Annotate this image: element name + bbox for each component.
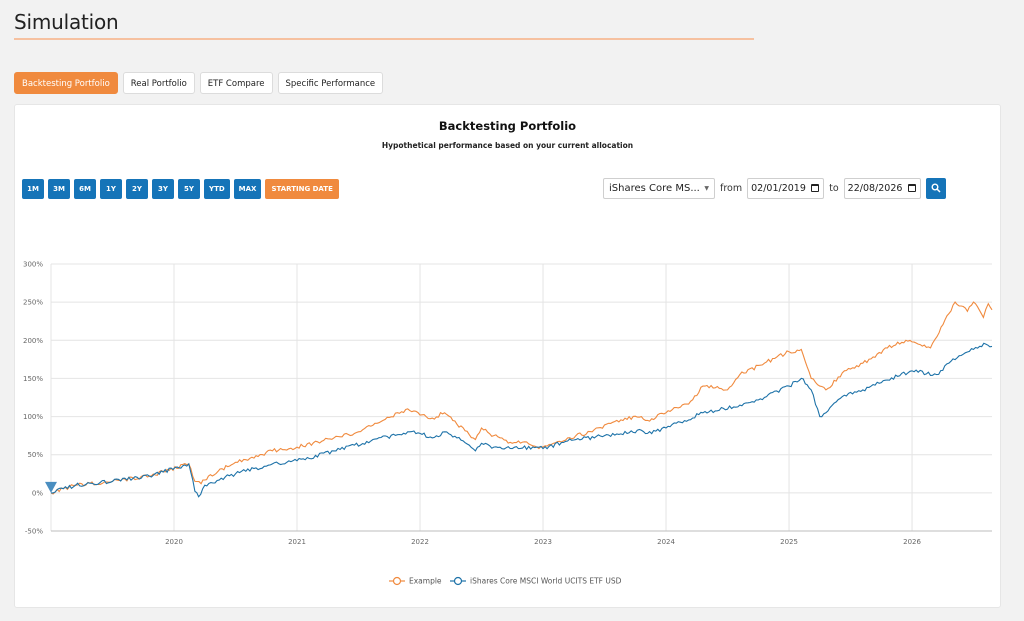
y-tick-label: 0% bbox=[32, 489, 43, 497]
benchmark-select-value: iShares Core MS... bbox=[609, 183, 700, 194]
to-label: to bbox=[829, 183, 839, 194]
backtesting-card: Backtesting Portfolio Hypothetical perfo… bbox=[14, 104, 1001, 608]
y-tick-label: 250% bbox=[23, 299, 43, 307]
search-icon bbox=[931, 183, 941, 193]
x-tick-label: 2022 bbox=[411, 538, 429, 546]
search-button[interactable] bbox=[925, 178, 946, 199]
tab-specific-performance[interactable]: Specific Performance bbox=[277, 72, 384, 94]
card-title: Backtesting Portfolio bbox=[438, 119, 577, 133]
tab-etf-compare[interactable]: ETF Compare bbox=[199, 72, 273, 94]
from-date-input[interactable]: 02/01/2019 bbox=[747, 178, 825, 199]
range-1m-button[interactable]: 1M bbox=[22, 179, 44, 199]
series-line bbox=[51, 342, 993, 498]
range-3y-button[interactable]: 3Y bbox=[152, 179, 174, 199]
y-tick-label: 100% bbox=[23, 413, 43, 421]
tab-bar: Backtesting Portfolio Real Portfolio ETF… bbox=[14, 72, 384, 94]
series-line bbox=[50, 301, 993, 495]
range-max-button[interactable]: MAX bbox=[233, 179, 262, 199]
tab-backtesting-portfolio[interactable]: Backtesting Portfolio bbox=[14, 72, 118, 94]
x-tick-label: 2023 bbox=[534, 538, 552, 546]
tab-real-portfolio[interactable]: Real Portfolio bbox=[122, 72, 195, 94]
y-tick-label: 300% bbox=[23, 261, 43, 269]
y-tick-label: 150% bbox=[23, 375, 43, 383]
range-5y-button[interactable]: 5Y bbox=[178, 179, 200, 199]
x-tick-label: 2025 bbox=[780, 538, 798, 546]
page-title: Simulation bbox=[14, 10, 119, 34]
benchmark-select[interactable]: iShares Core MS... ▼ bbox=[603, 178, 715, 199]
x-tick-label: 2020 bbox=[165, 538, 183, 546]
to-date-input[interactable]: 22/08/2026 bbox=[843, 178, 921, 199]
filter-bar: iShares Core MS... ▼ from 02/01/2019 to … bbox=[603, 178, 946, 199]
range-3m-button[interactable]: 3M bbox=[48, 179, 70, 199]
y-tick-label: -50% bbox=[25, 528, 43, 536]
legend-marker-icon bbox=[453, 576, 463, 586]
card-subtitle: Hypothetical performance based on your c… bbox=[381, 141, 634, 150]
legend-label: iShares Core MSCI World UCITS ETF USD bbox=[470, 577, 622, 586]
to-date-value: 22/08/2026 bbox=[847, 183, 903, 194]
from-label: from bbox=[720, 183, 743, 194]
range-buttons: 1M 3M 6M 1Y 2Y 3Y 5Y YTD MAX STARTING DA… bbox=[22, 179, 339, 199]
title-underline bbox=[14, 38, 754, 40]
legend-label: Example bbox=[409, 577, 442, 586]
from-date-value: 02/01/2019 bbox=[751, 183, 806, 194]
y-tick-label: 50% bbox=[27, 451, 43, 459]
x-tick-label: 2026 bbox=[903, 538, 921, 546]
legend-marker-icon bbox=[392, 576, 402, 586]
performance-line-chart: -50% 0% 50% 100% 150% 200% 250% 300% 2020 2021 202… bbox=[23, 261, 993, 586]
range-1y-button[interactable]: 1Y bbox=[100, 179, 122, 199]
range-2y-button[interactable]: 2Y bbox=[126, 179, 148, 199]
range-ytd-button[interactable]: YTD bbox=[204, 179, 230, 199]
x-tick-label: 2021 bbox=[288, 538, 306, 546]
x-tick-label: 2024 bbox=[657, 538, 675, 546]
caret-down-icon: ▼ bbox=[704, 185, 709, 192]
start-marker-icon bbox=[45, 481, 57, 493]
calendar-icon[interactable] bbox=[811, 184, 820, 192]
range-6m-button[interactable]: 6M bbox=[74, 179, 96, 199]
starting-date-button[interactable]: STARTING DATE bbox=[265, 179, 339, 199]
y-tick-label: 200% bbox=[23, 337, 43, 345]
calendar-icon[interactable] bbox=[907, 184, 916, 192]
